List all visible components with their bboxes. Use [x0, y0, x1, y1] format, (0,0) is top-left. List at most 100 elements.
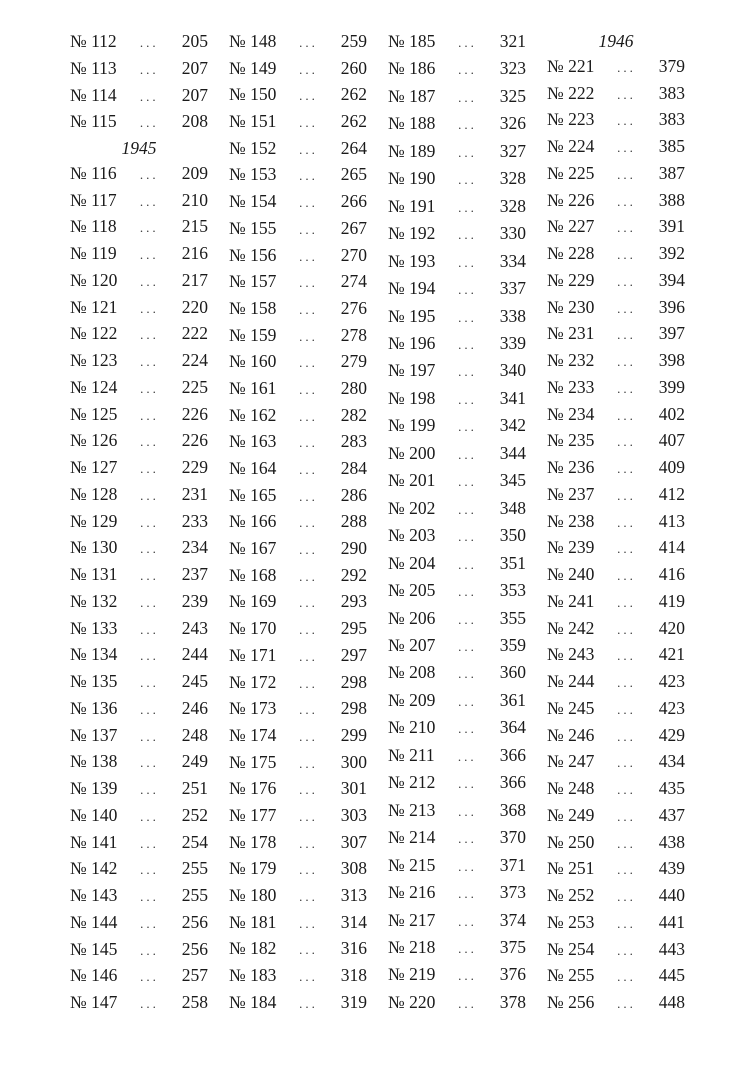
index-entry: № 218... 375 — [388, 936, 526, 960]
dot-leader: ... — [457, 748, 477, 764]
page-number: 262 — [340, 111, 367, 132]
page-number: 416 — [658, 564, 685, 584]
dot-leader: ... — [458, 584, 477, 600]
document-number: № 242 — [547, 617, 595, 638]
page-number: 378 — [499, 991, 526, 1012]
index-entry: № 206... 355 — [388, 607, 526, 631]
index-entry: № 204... 351 — [388, 552, 526, 576]
dot-leader: ... — [617, 889, 636, 904]
document-number: № 182 — [229, 938, 277, 959]
page-number: 231 — [181, 483, 208, 504]
page-number: 307 — [340, 831, 367, 852]
index-entry: № 146... 257 — [70, 964, 208, 988]
page-number: 392 — [658, 243, 685, 263]
dot-leader: ... — [458, 282, 477, 298]
index-entry: № 231... 397 — [547, 322, 685, 346]
page-number: 258 — [181, 992, 208, 1012]
index-entry: № 142... 255 — [70, 857, 208, 881]
dot-leader: ... — [299, 702, 318, 718]
page-number: 257 — [181, 965, 208, 986]
dot-leader: ... — [139, 88, 159, 104]
index-entry: № 220... 378 — [388, 991, 526, 1015]
page-number: 419 — [658, 590, 685, 611]
page-number: 438 — [658, 831, 685, 852]
dot-leader: ... — [140, 942, 159, 958]
document-number: № 229 — [547, 269, 595, 290]
dot-leader: ... — [140, 782, 159, 797]
page-number: 437 — [658, 804, 685, 825]
index-entry: № 130... 234 — [70, 536, 208, 560]
document-number: № 205 — [388, 580, 436, 601]
page-number: 371 — [499, 854, 526, 875]
document-number: № 238 — [547, 510, 595, 531]
dot-leader: ... — [458, 611, 477, 627]
index-entry: № 227... 391 — [547, 215, 685, 239]
page-number: 353 — [499, 580, 526, 601]
index-entry: № 173... 298 — [229, 697, 367, 721]
document-number: № 233 — [547, 376, 595, 397]
index-entry: № 117... 210 — [70, 189, 208, 213]
page-number: 314 — [340, 911, 367, 932]
page-number: 254 — [181, 831, 208, 852]
page-number: 215 — [181, 216, 208, 237]
dot-leader: ... — [140, 915, 159, 931]
document-number: № 198 — [388, 387, 436, 408]
dot-leader: ... — [458, 309, 477, 325]
document-number: № 183 — [229, 965, 277, 986]
page-number: 233 — [181, 510, 208, 531]
page-number: 374 — [499, 909, 526, 930]
dot-leader: ... — [458, 693, 477, 709]
index-entry: № 205... 353 — [388, 579, 526, 603]
dot-leader: ... — [299, 942, 318, 958]
index-entry: № 126... 226 — [70, 429, 208, 453]
page-number: 387 — [658, 162, 685, 183]
page-number: 414 — [658, 537, 685, 558]
document-number: № 143 — [70, 885, 118, 905]
dot-leader: ... — [617, 166, 636, 182]
document-number: № 154 — [229, 191, 277, 212]
page-number: 282 — [340, 404, 367, 425]
index-entry: № 247... 434 — [547, 750, 685, 774]
index-entry: № 196... 339 — [388, 332, 526, 356]
page-number: 440 — [658, 885, 685, 905]
dot-leader: ... — [299, 408, 318, 424]
dot-leader: ... — [139, 166, 159, 182]
page-number: 292 — [340, 564, 367, 585]
page-number: 255 — [181, 858, 208, 879]
document-number: № 173 — [229, 698, 277, 719]
dot-leader: ... — [299, 728, 318, 744]
document-number: № 172 — [229, 671, 277, 692]
page-number: 337 — [499, 278, 526, 299]
dot-leader: ... — [458, 254, 477, 270]
page-number: 394 — [658, 269, 685, 290]
index-entry: № 169... 293 — [229, 590, 367, 614]
document-number: № 232 — [547, 350, 595, 370]
dot-leader: ... — [458, 391, 477, 407]
dot-leader: ... — [140, 541, 159, 557]
document-number: № 189 — [388, 140, 436, 161]
page-number: 224 — [181, 350, 208, 370]
page-number: 267 — [340, 217, 367, 238]
dot-leader: ... — [458, 336, 477, 352]
dot-leader: ... — [299, 542, 318, 558]
index-entry: № 208... 360 — [388, 661, 526, 685]
page-number: 319 — [340, 991, 367, 1012]
document-number: № 161 — [229, 377, 277, 398]
dot-leader: ... — [458, 721, 477, 737]
index-entry: № 120... 217 — [70, 269, 208, 293]
document-number: № 119 — [70, 243, 117, 263]
page-number: 207 — [181, 57, 208, 78]
index-entry: № 175... 300 — [229, 751, 367, 775]
index-entry: № 147... 258 — [70, 991, 208, 1015]
index-entry: № 182... 316 — [229, 937, 367, 961]
page-number: 225 — [181, 376, 208, 397]
dot-leader: ... — [299, 248, 318, 264]
dot-leader: ... — [617, 113, 636, 129]
page-number: 366 — [499, 772, 526, 793]
document-number: № 192 — [388, 223, 436, 244]
document-number: № 124 — [70, 376, 118, 397]
dot-leader: ... — [299, 889, 318, 904]
index-entry: № 253... 441 — [547, 911, 685, 935]
index-entry: № 115... 208 — [70, 110, 208, 134]
page-number: 445 — [658, 965, 685, 986]
